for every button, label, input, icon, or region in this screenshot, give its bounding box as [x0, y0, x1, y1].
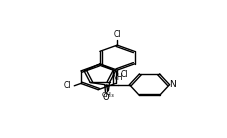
Text: Cl: Cl	[113, 30, 121, 39]
Text: NH: NH	[110, 73, 122, 82]
Text: N: N	[169, 80, 175, 89]
Text: O: O	[102, 93, 108, 102]
Text: CH₃: CH₃	[101, 92, 114, 98]
Text: Cl: Cl	[120, 70, 128, 79]
Text: Cl: Cl	[64, 81, 71, 90]
